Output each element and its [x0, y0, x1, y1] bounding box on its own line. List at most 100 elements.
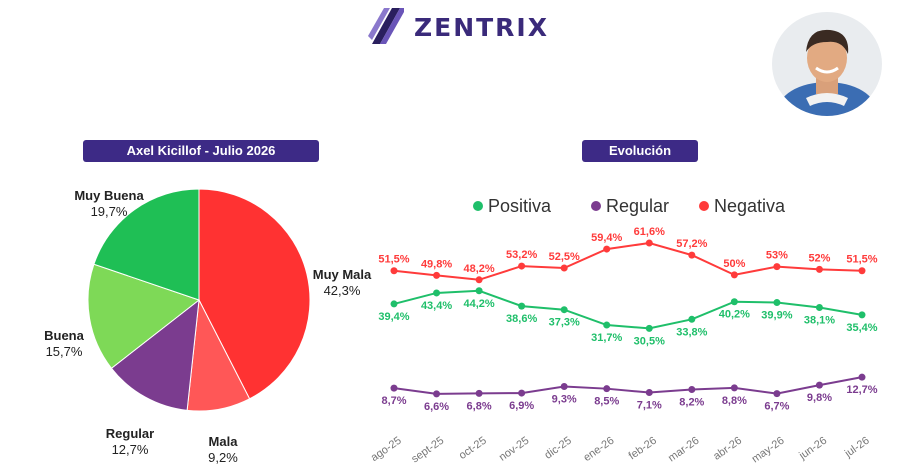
data-label: 52%: [808, 252, 830, 264]
x-tick-label: nov-25: [497, 435, 531, 464]
pie-slice-buena: [87, 263, 201, 369]
data-label: 44,2%: [463, 298, 494, 310]
pie-value: 42,3%: [324, 283, 361, 298]
data-label: 38,1%: [804, 314, 835, 326]
data-point: [560, 306, 568, 314]
data-point: [645, 389, 653, 397]
data-label: 12,7%: [846, 384, 877, 396]
data-label: 51,5%: [846, 254, 877, 266]
brand-name: ZENTRIX: [414, 12, 550, 42]
legend-label: Regular: [606, 196, 669, 216]
data-label: 8,5%: [594, 396, 619, 408]
pie-value: 15,7%: [46, 344, 83, 359]
data-point: [858, 311, 866, 319]
data-point: [518, 389, 526, 397]
data-point: [858, 267, 866, 275]
brand-logo: ZENTRIX: [368, 6, 549, 48]
data-point: [475, 389, 483, 397]
data-label: 53%: [766, 250, 788, 262]
series-line-regular: [393, 376, 863, 395]
x-tick-label: feb-26: [627, 435, 659, 463]
data-label: 59,4%: [591, 232, 622, 244]
data-label: 8,7%: [381, 395, 406, 407]
data-label: 39,4%: [378, 311, 409, 323]
data-label: 52,5%: [549, 251, 580, 263]
line-chart-title: Evolución: [582, 140, 698, 162]
pie-chart-title: Axel Kicillof - Julio 2026: [83, 140, 319, 162]
data-point: [560, 264, 568, 272]
avatar: [772, 12, 882, 116]
data-point: [518, 262, 526, 270]
pie-value: 12,7%: [112, 442, 149, 457]
data-point: [433, 271, 441, 279]
data-point: [390, 384, 398, 392]
x-tick-label: oct-25: [457, 435, 489, 462]
data-label: 30,5%: [634, 335, 665, 347]
legend-marker: [473, 201, 483, 211]
data-point: [390, 267, 398, 275]
data-point: [815, 265, 823, 273]
pie-label: Regular: [106, 426, 154, 441]
legend-label: Positiva: [488, 196, 552, 216]
x-tick-label: sept-25: [409, 435, 446, 466]
data-label: 6,7%: [764, 401, 789, 413]
legend-item: Regular: [591, 196, 669, 216]
legend-item: Negativa: [699, 196, 786, 216]
data-label: 50%: [723, 258, 745, 270]
pie-label: Buena: [44, 328, 85, 343]
x-tick-label: abr-26: [711, 435, 744, 463]
pie-value: 19,7%: [91, 204, 128, 219]
data-label: 38,6%: [506, 313, 537, 325]
data-label: 35,4%: [846, 322, 877, 334]
x-tick-label: ago-25: [370, 435, 404, 464]
data-label: 7,1%: [637, 400, 662, 412]
data-label: 39,9%: [761, 310, 792, 322]
legend-item: Positiva: [473, 196, 552, 216]
data-label: 61,6%: [634, 226, 665, 238]
data-point: [603, 245, 611, 253]
data-label: 6,9%: [509, 400, 534, 412]
data-point: [773, 390, 781, 398]
x-tick-label: jun-26: [796, 435, 829, 463]
data-label: 48,2%: [463, 263, 494, 275]
line-chart: Positiva Regular Negativa 39,4% 43,4% 44,2% 38…: [370, 196, 878, 466]
data-point: [645, 239, 653, 247]
x-tick-label: may-26: [750, 435, 787, 466]
legend-label: Negativa: [714, 196, 786, 216]
data-point: [518, 302, 526, 310]
series-line-negativa: [393, 242, 863, 281]
legend-marker: [591, 201, 601, 211]
x-tick-label: jul-26: [842, 435, 872, 461]
data-point: [730, 298, 738, 306]
pie-label: Muy Mala: [313, 267, 372, 282]
data-point: [730, 271, 738, 279]
x-tick-label: dic-25: [542, 435, 573, 462]
pie-slice-muy-mala: [198, 188, 311, 400]
pie-slice-regular: [110, 298, 200, 411]
x-tick-label: mar-26: [666, 435, 701, 465]
legend-marker: [699, 201, 709, 211]
data-point: [603, 321, 611, 329]
data-label: 8,8%: [722, 395, 747, 407]
data-label: 51,5%: [378, 254, 409, 266]
data-label: 9,8%: [807, 392, 832, 404]
data-point: [560, 382, 568, 390]
data-point: [858, 373, 866, 381]
data-point: [603, 385, 611, 393]
data-label: 57,2%: [676, 238, 707, 250]
pie-slice-muy-buena: [93, 188, 200, 301]
data-label: 6,6%: [424, 401, 449, 413]
data-label: 53,2%: [506, 249, 537, 261]
data-point: [688, 386, 696, 394]
data-label: 43,4%: [421, 300, 452, 312]
pie-label: Muy Buena: [74, 188, 144, 203]
data-point: [390, 300, 398, 308]
data-label: 33,8%: [676, 326, 707, 338]
zentrix-logo-icon: [368, 8, 404, 44]
data-point: [475, 287, 483, 295]
pie-label: Mala: [209, 434, 239, 449]
data-point: [815, 381, 823, 389]
data-point: [688, 315, 696, 323]
data-label: 37,3%: [549, 317, 580, 329]
